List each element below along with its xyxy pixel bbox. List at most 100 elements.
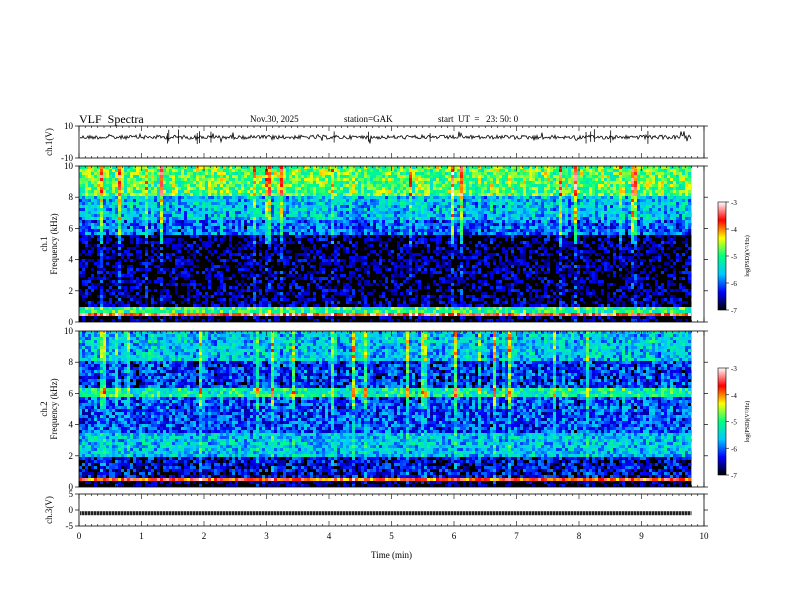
spectrogram-cell (247, 268, 250, 271)
spectrogram-cell (415, 259, 418, 262)
spectrogram-cell (382, 229, 385, 232)
spectrogram-cell (358, 214, 361, 217)
spectrogram-cell (175, 307, 178, 310)
spectrogram-cell (388, 202, 391, 205)
spectrogram-cell (127, 175, 130, 178)
spectrogram-cell (94, 196, 97, 199)
spectrogram-cell (106, 208, 109, 211)
spectrogram-cell (304, 172, 307, 175)
spectrogram-cell (367, 265, 370, 268)
spectrogram-cell (316, 271, 319, 274)
spectrogram-cell (157, 277, 160, 280)
spectrogram-cell (181, 244, 184, 247)
spectrogram-cell (157, 265, 160, 268)
spectrogram-cell (295, 181, 298, 184)
spectrogram-cell (427, 190, 430, 193)
spectrogram-cell (184, 298, 187, 301)
spectrogram-cell (208, 181, 211, 184)
spectrogram-cell (373, 184, 376, 187)
spectrogram-cell (367, 280, 370, 283)
spectrogram-cell (331, 316, 334, 319)
spectrogram-cell (169, 178, 172, 181)
spectrogram-cell (310, 172, 313, 175)
spectrogram-cell (94, 286, 97, 289)
spectrogram-cell (205, 208, 208, 211)
spectrogram-cell (136, 211, 139, 214)
spectrogram-cell (118, 307, 121, 310)
spectrogram-cell (88, 175, 91, 178)
spectrogram-cell (220, 292, 223, 295)
spectrogram-cell (364, 295, 367, 298)
spectrogram-cell (205, 226, 208, 229)
spectrogram-cell (127, 166, 130, 169)
spectrogram-cell (259, 196, 262, 199)
spectrogram-cell (238, 307, 241, 310)
spectrogram-cell (148, 172, 151, 175)
spectrogram-cell (145, 172, 148, 175)
spectrogram-cell (319, 223, 322, 226)
spectrogram-cell (334, 307, 337, 310)
spectrogram-cell (142, 202, 145, 205)
spectrogram-cell (163, 181, 166, 184)
spectrogram-cell (280, 199, 283, 202)
spectrogram-cell (391, 307, 394, 310)
spectrogram-cell (442, 310, 445, 313)
spectrogram-cell (349, 169, 352, 172)
spectrogram-cell (175, 244, 178, 247)
spectrogram-cell (268, 271, 271, 274)
spectrogram-cell (286, 223, 289, 226)
spectrogram-cell (286, 298, 289, 301)
spectrogram-cell (331, 229, 334, 232)
spectrogram-cell (244, 166, 247, 169)
spectrogram-cell (319, 280, 322, 283)
spectrogram-cell (394, 286, 397, 289)
spectrogram-cell (190, 310, 193, 313)
spectrogram-cell (181, 181, 184, 184)
spectrogram-cell (214, 178, 217, 181)
spectrogram-cell (139, 208, 142, 211)
spectrogram-cell (202, 214, 205, 217)
spectrogram-cell (145, 286, 148, 289)
spectrogram-cell (424, 172, 427, 175)
spectrogram-cell (274, 292, 277, 295)
spectrogram-cell (208, 286, 211, 289)
spectrogram-cell (151, 310, 154, 313)
spectrogram-cell (427, 196, 430, 199)
spectrogram-cell (304, 187, 307, 190)
spectrogram-cell (409, 289, 412, 292)
spectrogram-cell (241, 289, 244, 292)
spectrogram-cell (337, 259, 340, 262)
spectrogram-cell (112, 190, 115, 193)
spectrogram-cell (115, 274, 118, 277)
spectrogram-cell (211, 295, 214, 298)
spectrogram-cell (100, 172, 103, 175)
spectrogram-cell (433, 172, 436, 175)
spectrogram-cell (370, 175, 373, 178)
spectrogram-cell (79, 292, 82, 295)
spectrogram-cell (403, 196, 406, 199)
spectrogram-cell (163, 166, 166, 169)
spectrogram-cell (145, 298, 148, 301)
spectrogram-cell (175, 229, 178, 232)
spectrogram-cell (235, 265, 238, 268)
spectrogram-cell (85, 280, 88, 283)
spectrogram-cell (427, 223, 430, 226)
spectrogram-cell (205, 229, 208, 232)
spectrogram-cell (124, 205, 127, 208)
spectrogram-cell (370, 190, 373, 193)
spectrogram-cell (424, 295, 427, 298)
spectrogram-cell (352, 229, 355, 232)
spectrogram-cell (382, 295, 385, 298)
spectrogram-cell (223, 304, 226, 307)
spectrogram-cell (217, 226, 220, 229)
spectrogram-cell (406, 211, 409, 214)
spectrogram-cell (97, 244, 100, 247)
spectrogram-cell (79, 175, 82, 178)
spectrogram-cell (118, 241, 121, 244)
spectrogram-cell (151, 169, 154, 172)
spectrogram-cell (112, 220, 115, 223)
spectrogram-cell (196, 295, 199, 298)
spectrogram-cell (394, 184, 397, 187)
spectrogram-cell (142, 262, 145, 265)
spectrogram-cell (124, 295, 127, 298)
